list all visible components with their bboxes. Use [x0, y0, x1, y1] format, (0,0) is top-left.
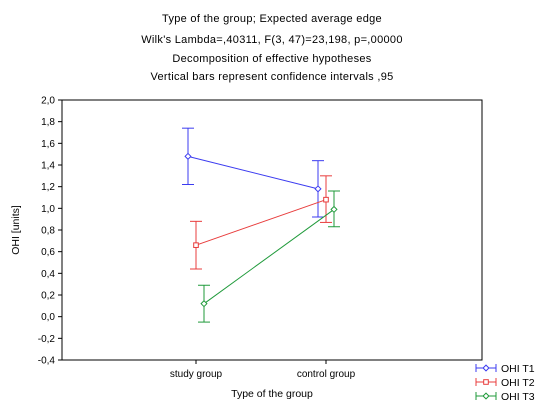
legend-marker — [482, 392, 490, 400]
data-point — [184, 152, 192, 160]
y-tick-label: 0,4 — [41, 269, 55, 280]
legend-label: OHI T2 — [501, 377, 535, 389]
legend-marker — [483, 379, 489, 385]
y-tick-label: 0,2 — [41, 291, 55, 302]
chart-title-line-4: Vertical bars represent confidence inter… — [150, 71, 393, 83]
y-tick-label: 1,0 — [41, 204, 55, 215]
y-tick-label: 1,8 — [41, 117, 55, 128]
legend-item: OHI T1 — [475, 363, 535, 375]
series-line — [195, 199, 327, 246]
legend: OHI T1 OHI T2 OHI T3 — [475, 363, 535, 403]
data-point — [323, 196, 329, 203]
y-tick-label: -0,4 — [38, 356, 56, 367]
y-tick-label: 0,8 — [41, 226, 55, 237]
data-point — [193, 242, 199, 248]
y-tick-label: -0,2 — [38, 334, 56, 345]
y-axis: -0,4 -0,2 0,0 0,2 0,4 0,6 0,8 1,0 1,2 1,4 1,6 1,8 2,… — [38, 96, 62, 367]
series-line — [203, 209, 335, 305]
series-ohi-t1 — [182, 127, 324, 218]
x-axis: study group control group — [170, 360, 356, 380]
y-tick-label: 1,6 — [41, 139, 55, 150]
data-point — [314, 185, 322, 193]
legend-item: OHI T2 — [475, 377, 535, 389]
series-line — [187, 155, 319, 190]
y-tick-label: 1,2 — [41, 182, 55, 193]
legend-label: OHI T3 — [501, 391, 535, 403]
plot-frame — [61, 99, 483, 361]
y-tick-label: 1,4 — [41, 161, 55, 172]
series-ohi-t2 — [190, 175, 332, 270]
series-layer — [182, 127, 340, 323]
y-tick-label: 0,0 — [41, 312, 55, 323]
x-axis-label: Type of the group — [231, 388, 313, 400]
legend-item: OHI T3 — [475, 391, 535, 403]
chart-title-line-3: Decomposition of effective hypotheses — [172, 53, 371, 65]
x-tick-label: control group — [297, 369, 356, 380]
chart-title-line-1: Type of the group; Expected average edge — [162, 13, 382, 25]
data-point — [330, 205, 338, 214]
data-point — [200, 300, 208, 308]
legend-marker — [482, 364, 490, 372]
y-tick-label: 2,0 — [41, 96, 55, 107]
chart-title-line-2: Wilk's Lambda=,40311, F(3, 47)=23,198, p… — [141, 34, 403, 46]
x-tick-label: study group — [170, 369, 223, 380]
y-axis-label: OHI [units] — [10, 205, 22, 255]
series-ohi-t3 — [198, 190, 340, 323]
y-tick-label: 0,6 — [41, 247, 55, 258]
chart-title-block: Type of the group; Expected average edge… — [141, 13, 403, 83]
legend-label: OHI T1 — [501, 363, 535, 375]
